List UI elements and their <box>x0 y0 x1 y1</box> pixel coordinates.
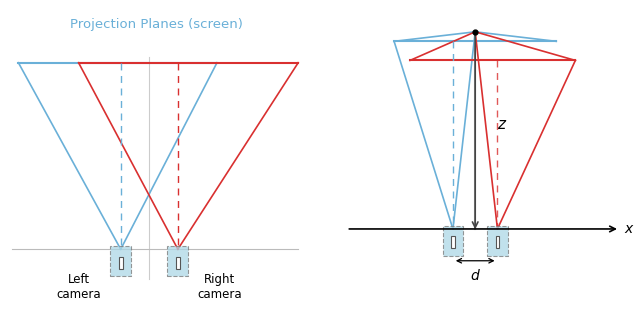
Bar <box>119 257 123 269</box>
Text: Projection Planes (screen): Projection Planes (screen) <box>70 17 243 31</box>
Text: Right
camera: Right camera <box>198 273 243 301</box>
Bar <box>443 226 463 256</box>
Bar <box>176 257 180 269</box>
Bar <box>487 226 508 256</box>
Bar <box>167 246 188 276</box>
Text: z: z <box>497 116 506 132</box>
Text: x: x <box>625 222 633 236</box>
Bar <box>451 236 455 248</box>
Bar <box>110 246 131 276</box>
Bar <box>495 236 499 248</box>
Text: d: d <box>471 269 479 283</box>
Text: Left
camera: Left camera <box>56 273 101 301</box>
